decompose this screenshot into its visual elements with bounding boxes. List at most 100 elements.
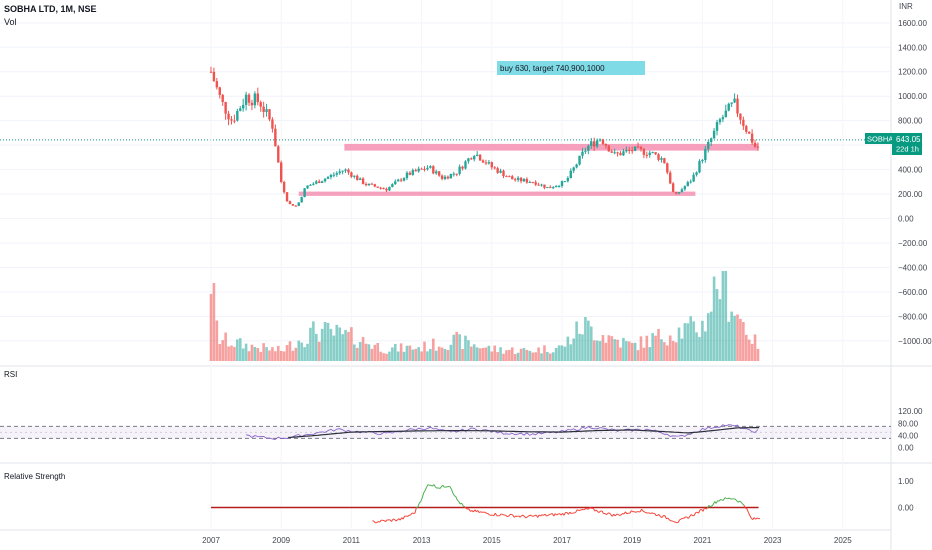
candle-body	[265, 109, 268, 112]
candle-body	[408, 172, 412, 175]
bar-countdown: 22d 1h	[896, 145, 919, 154]
rs-segment	[383, 520, 386, 523]
time-tick-label: 2017	[553, 536, 571, 545]
volume-bar	[323, 321, 327, 361]
rs-segment	[648, 512, 651, 515]
candle-body	[581, 151, 584, 156]
rsi-ma-line	[288, 427, 760, 439]
volume-bar	[358, 342, 362, 361]
volume-bar	[315, 333, 318, 361]
candle-body	[616, 152, 619, 154]
candle-body	[303, 188, 306, 198]
rs-segment	[435, 486, 438, 489]
candle-body	[531, 182, 534, 184]
price-tick-label: 1200.00	[898, 68, 927, 77]
rs-segment	[420, 497, 423, 502]
candle-body	[695, 172, 698, 175]
rs-segment	[414, 507, 417, 514]
volume-bar	[642, 347, 646, 361]
rs-segment	[394, 518, 397, 522]
candle-body	[435, 171, 438, 174]
candle-body	[256, 93, 259, 103]
volume-bar	[543, 345, 546, 361]
candle-body	[514, 179, 517, 181]
rs-segment	[728, 497, 732, 500]
volume-bar	[344, 329, 347, 361]
price-zone	[298, 191, 696, 196]
rs-segment	[554, 513, 558, 516]
price-tick-label: −600.00	[898, 288, 928, 297]
rs-segment	[378, 521, 380, 523]
rs-segment	[547, 514, 550, 516]
candle-body	[341, 170, 344, 172]
rs-segment	[718, 499, 721, 502]
annotation-text: buy 630, target 740,900,1000	[500, 64, 605, 73]
rs-segment	[464, 506, 467, 509]
rsi-tick-label: 120.00	[898, 407, 923, 416]
rs-segment	[698, 509, 701, 514]
candle-body	[677, 192, 681, 194]
candle-body	[420, 168, 423, 170]
candle-body	[344, 169, 347, 171]
volume-bar	[554, 347, 558, 361]
candle-body	[745, 126, 748, 132]
volume-bar	[350, 327, 353, 361]
rs-segment	[608, 512, 612, 515]
volume-bar	[370, 348, 374, 361]
rs-segment	[480, 511, 483, 513]
candle-body	[402, 178, 406, 181]
candle-body	[306, 185, 309, 189]
rs-segment	[742, 503, 745, 506]
candle-body	[429, 166, 432, 168]
candle-body	[250, 102, 254, 106]
time-tick-label: 2019	[623, 536, 641, 545]
volume-bar	[613, 339, 616, 361]
volume-bar	[610, 336, 614, 361]
volume-bar	[294, 347, 298, 361]
rs-segment	[433, 484, 436, 488]
symbol-title[interactable]: SOBHA LTD, 1M, NSE	[4, 4, 97, 14]
time-tick-label: 2011	[343, 536, 361, 545]
candle-body	[698, 161, 701, 173]
candle-body	[490, 162, 493, 168]
volume-bar	[563, 346, 567, 361]
volume-bar	[674, 342, 678, 361]
volume-bar	[382, 353, 385, 361]
volume-bar	[584, 317, 587, 361]
volume-bar	[534, 352, 537, 361]
volume-indicator-label[interactable]: Vol	[4, 17, 17, 27]
rs-segment	[737, 500, 740, 503]
candle-body	[628, 149, 631, 151]
volume-bar	[276, 345, 280, 361]
volume-bars	[209, 271, 760, 361]
rs-segment	[626, 512, 629, 515]
rs-segment	[723, 497, 726, 501]
volume-bar	[227, 346, 230, 361]
rs-segment	[585, 507, 588, 510]
last-price-badge[interactable]	[892, 133, 922, 155]
volume-bar	[487, 345, 491, 361]
rs-segment	[736, 500, 739, 503]
candle-body	[502, 170, 505, 177]
candle-body	[455, 173, 458, 175]
volume-bar	[630, 342, 634, 361]
candlestick-series	[209, 66, 760, 207]
ticker-badge[interactable]	[865, 133, 892, 144]
annotation-box[interactable]	[497, 61, 645, 75]
volume-bar	[493, 345, 497, 361]
candle-body	[721, 117, 725, 120]
rs-segment	[528, 514, 531, 517]
candle-body	[329, 175, 333, 178]
candle-body	[540, 184, 543, 186]
volume-bar	[434, 350, 438, 361]
volume-bar	[654, 335, 657, 361]
rs-segment	[462, 505, 465, 508]
volume-bar	[338, 327, 341, 361]
volume-bar	[236, 339, 239, 361]
volume-bar	[265, 347, 268, 361]
rs-segment	[687, 516, 691, 519]
volume-bar	[420, 351, 423, 361]
volume-bar	[666, 345, 669, 361]
rs-segment	[452, 492, 455, 496]
